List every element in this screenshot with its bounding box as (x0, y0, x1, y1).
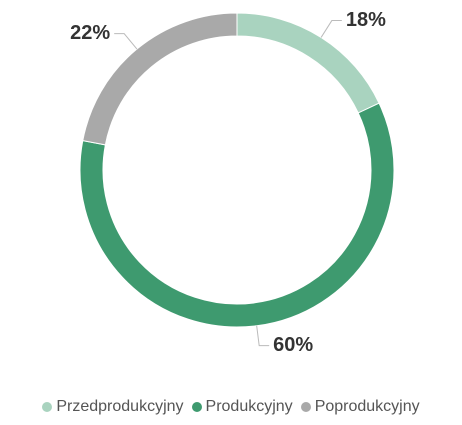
legend: Przedprodukcyjny Produkcyjny Poprodukcyjny (0, 398, 462, 416)
leader-line (256, 325, 270, 347)
donut: 18% 60% 22% (70, 9, 395, 356)
legend-label: Produkcyjny (205, 398, 293, 415)
data-label: 60% (273, 334, 313, 356)
legend-item: Poprodukcyjny (300, 398, 420, 416)
legend-item: Przedprodukcyjny (42, 398, 184, 416)
legend-marker (191, 402, 202, 412)
legend-label: Poprodukcyjny (314, 398, 420, 415)
leader-line (320, 20, 342, 38)
legend-marker (300, 402, 311, 412)
legend-item: Produkcyjny (191, 398, 293, 416)
legend-marker (42, 402, 53, 412)
donut-segment (82, 12, 238, 146)
data-label: 22% (70, 22, 110, 44)
donut-segment (79, 102, 395, 328)
legend-label: Przedprodukcyjny (56, 398, 184, 415)
leader-line (114, 33, 138, 50)
data-label: 18% (346, 9, 386, 31)
